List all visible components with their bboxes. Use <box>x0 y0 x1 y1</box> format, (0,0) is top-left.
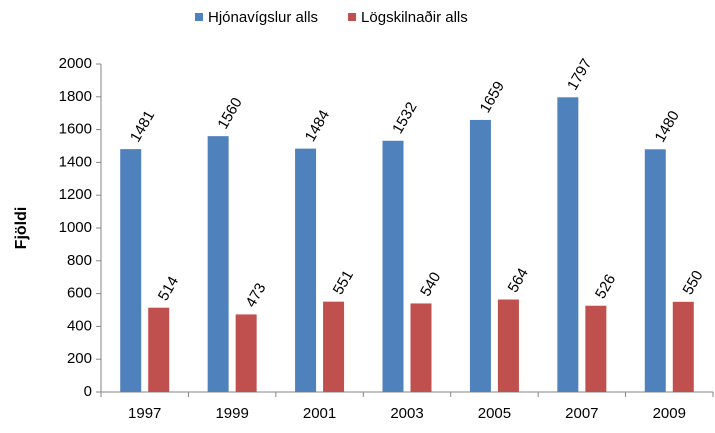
bar <box>207 136 229 392</box>
x-tick-label: 2009 <box>653 405 686 422</box>
bar <box>235 314 257 392</box>
x-tick-label: 2003 <box>390 405 423 422</box>
x-tick-label: 1999 <box>215 405 248 422</box>
legend-swatch <box>195 13 203 21</box>
x-tick-label: 2001 <box>303 405 336 422</box>
bar <box>148 307 170 392</box>
data-label: 1480 <box>651 108 682 145</box>
y-tick-label: 1800 <box>59 88 92 105</box>
data-label: 564 <box>505 265 532 295</box>
bar <box>295 148 317 392</box>
bar <box>644 149 666 392</box>
data-label: 1532 <box>389 99 420 136</box>
data-label: 540 <box>417 269 444 299</box>
y-tick-label: 0 <box>84 383 92 400</box>
y-tick-label: 400 <box>67 317 92 334</box>
x-tick-label: 2005 <box>478 405 511 422</box>
bar <box>497 299 519 392</box>
bar <box>410 303 432 392</box>
data-label: 1484 <box>302 107 333 144</box>
x-tick-label: 1997 <box>128 405 161 422</box>
y-axis-label: Fjöldi <box>13 207 30 250</box>
bar <box>120 149 142 392</box>
data-label: 550 <box>679 268 706 298</box>
x-tick-label: 2007 <box>565 405 598 422</box>
data-label: 473 <box>242 280 269 310</box>
y-tick-label: 1200 <box>59 186 92 203</box>
bar <box>323 301 345 392</box>
legend-swatch <box>348 13 357 21</box>
data-label: 551 <box>330 267 357 297</box>
bar <box>585 305 607 392</box>
bar <box>469 119 491 392</box>
legend-label: Hjónavígslur alls <box>208 9 318 26</box>
data-label: 1659 <box>477 79 508 116</box>
y-tick-label: 800 <box>67 252 92 269</box>
data-label: 1481 <box>127 108 158 145</box>
data-label: 526 <box>592 272 619 302</box>
bar <box>382 140 404 392</box>
y-tick-label: 1000 <box>59 219 92 236</box>
legend-label: Lögskilnaðir alls <box>361 9 468 26</box>
y-tick-label: 1400 <box>59 153 92 170</box>
bar <box>672 301 694 392</box>
bar <box>557 97 579 393</box>
data-label: 1560 <box>214 95 245 132</box>
y-tick-label: 1600 <box>59 121 92 138</box>
y-tick-label: 2000 <box>59 55 92 72</box>
y-tick-label: 200 <box>67 350 92 367</box>
y-tick-label: 600 <box>67 285 92 302</box>
data-label: 514 <box>155 274 182 304</box>
data-label: 1797 <box>564 56 595 93</box>
